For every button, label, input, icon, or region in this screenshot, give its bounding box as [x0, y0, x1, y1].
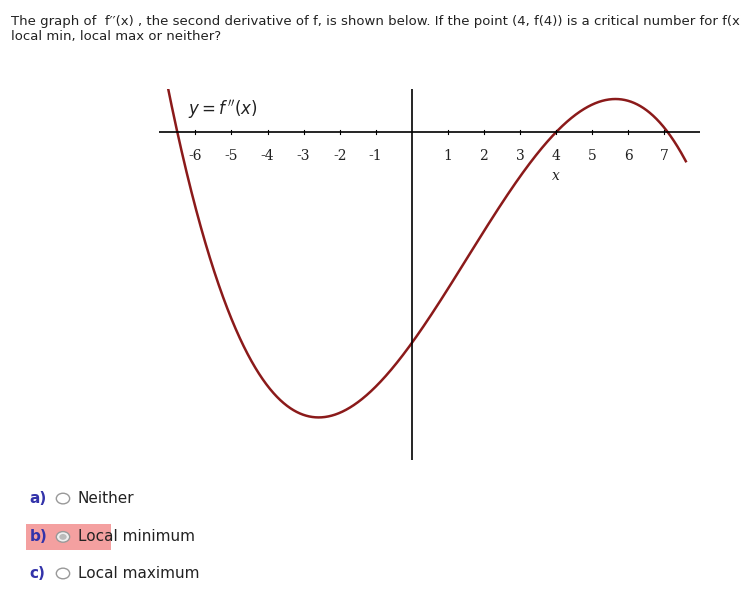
- Text: a): a): [30, 491, 47, 506]
- Text: -3: -3: [297, 149, 310, 163]
- Text: 5: 5: [588, 149, 597, 163]
- Text: b): b): [30, 529, 47, 545]
- Text: Neither: Neither: [78, 491, 134, 506]
- Text: c): c): [30, 566, 45, 581]
- Text: 3: 3: [516, 149, 525, 163]
- Text: Local maximum: Local maximum: [78, 566, 199, 581]
- Text: 6: 6: [624, 149, 633, 163]
- Text: x: x: [552, 169, 560, 183]
- Text: The graph of  f′′(x) , the second derivative of f, is shown below. If the point : The graph of f′′(x) , the second derivat…: [11, 15, 741, 42]
- Text: Local minimum: Local minimum: [78, 529, 195, 545]
- Text: 4: 4: [551, 149, 560, 163]
- Text: -1: -1: [369, 149, 382, 163]
- Text: 1: 1: [443, 149, 452, 163]
- Text: -4: -4: [261, 149, 274, 163]
- Text: -2: -2: [333, 149, 346, 163]
- Text: -5: -5: [225, 149, 238, 163]
- Text: -6: -6: [189, 149, 202, 163]
- Text: 2: 2: [479, 149, 488, 163]
- Text: 7: 7: [659, 149, 668, 163]
- Text: $y = f\,^{\prime\prime}(x)$: $y = f\,^{\prime\prime}(x)$: [188, 98, 258, 121]
